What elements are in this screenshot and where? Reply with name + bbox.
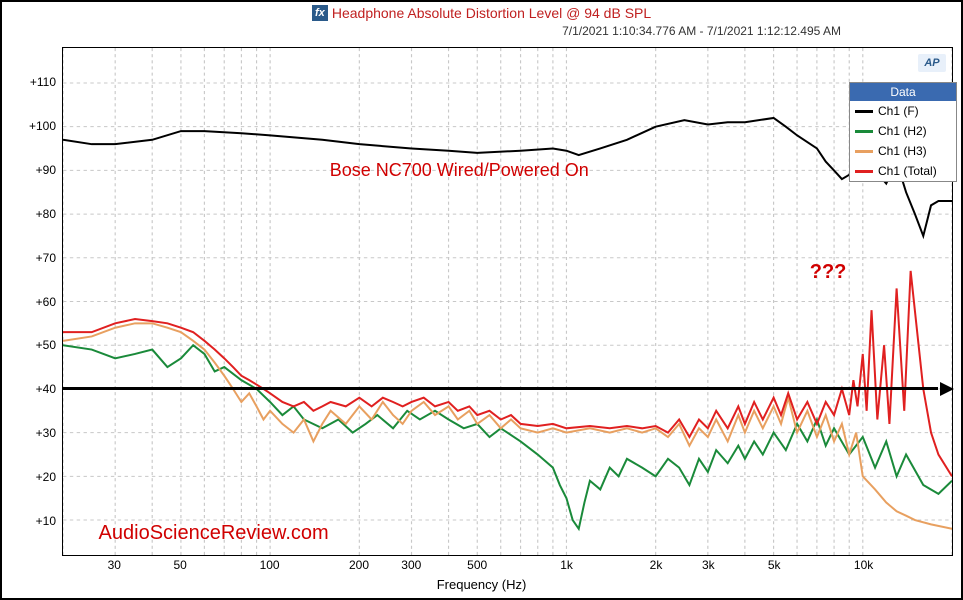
y-tick: +10 (24, 514, 56, 528)
y-tick: +100 (24, 119, 56, 133)
legend-item[interactable]: Ch1 (F) (850, 101, 956, 121)
annotation-main: Bose NC700 Wired/Powered On (330, 160, 589, 181)
x-tick: 3k (702, 558, 715, 572)
timestamp: 7/1/2021 1:10:34.776 AM - 7/1/2021 1:12:… (2, 24, 961, 42)
y-tick: +30 (24, 426, 56, 440)
y-tick: +20 (24, 470, 56, 484)
legend: Data Ch1 (F) Ch1 (H2) Ch1 (H3) Ch1 (Total) (849, 82, 957, 182)
chart-title: Headphone Absolute Distortion Level @ 94… (332, 5, 651, 21)
legend-label: Ch1 (H2) (878, 124, 927, 138)
legend-swatch-icon (855, 150, 873, 153)
title-bar: fx Headphone Absolute Distortion Level @… (2, 2, 961, 24)
chart-container: fx Headphone Absolute Distortion Level @… (0, 0, 963, 600)
x-tick: 10k (854, 558, 873, 572)
ap-logo-icon: AP (918, 54, 946, 72)
legend-label: Ch1 (Total) (878, 164, 937, 178)
x-axis-label: Frequency (Hz) (437, 577, 527, 592)
fx-icon: fx (312, 5, 328, 21)
y-tick-labels: +10+20+30+40+50+60+70+80+90+100+110 (28, 47, 60, 556)
legend-swatch-icon (855, 110, 873, 113)
y-tick: +80 (24, 207, 56, 221)
legend-label: Ch1 (F) (878, 104, 919, 118)
legend-label: Ch1 (H3) (878, 144, 927, 158)
x-tick: 200 (349, 558, 369, 572)
x-tick: 50 (174, 558, 187, 572)
y-tick: +50 (24, 338, 56, 352)
y-tick: +40 (24, 382, 56, 396)
legend-swatch-icon (855, 130, 873, 133)
x-tick: 500 (467, 558, 487, 572)
x-tick: 2k (650, 558, 663, 572)
plot-svg (63, 48, 952, 555)
legend-header: Data (850, 83, 956, 101)
x-tick: 5k (768, 558, 781, 572)
x-tick: 30 (108, 558, 121, 572)
annotation-question: ??? (810, 261, 847, 284)
y-tick: +90 (24, 163, 56, 177)
legend-item[interactable]: Ch1 (H2) (850, 121, 956, 141)
plot-area: AP Bose NC700 Wired/Powered On ??? Audio… (62, 47, 953, 556)
watermark: AudioScienceReview.com (99, 522, 329, 545)
main-area: RMS Level (dBSPL) Frequency (Hz) +10+20+… (2, 42, 961, 598)
y-tick: +70 (24, 251, 56, 265)
legend-item[interactable]: Ch1 (H3) (850, 141, 956, 161)
x-tick: 1k (560, 558, 573, 572)
x-tick-labels: 30 50 100 200 300 500 1k 2k 3k 5k 10k (62, 558, 953, 574)
chart-area: RMS Level (dBSPL) Frequency (Hz) +10+20+… (2, 42, 961, 598)
y-tick: +110 (24, 75, 56, 89)
reference-arrow-head-icon (940, 382, 954, 396)
reference-arrow-line (63, 387, 938, 390)
legend-swatch-icon (855, 170, 873, 173)
x-tick: 100 (260, 558, 280, 572)
legend-item[interactable]: Ch1 (Total) (850, 161, 956, 181)
x-tick: 300 (401, 558, 421, 572)
y-tick: +60 (24, 295, 56, 309)
